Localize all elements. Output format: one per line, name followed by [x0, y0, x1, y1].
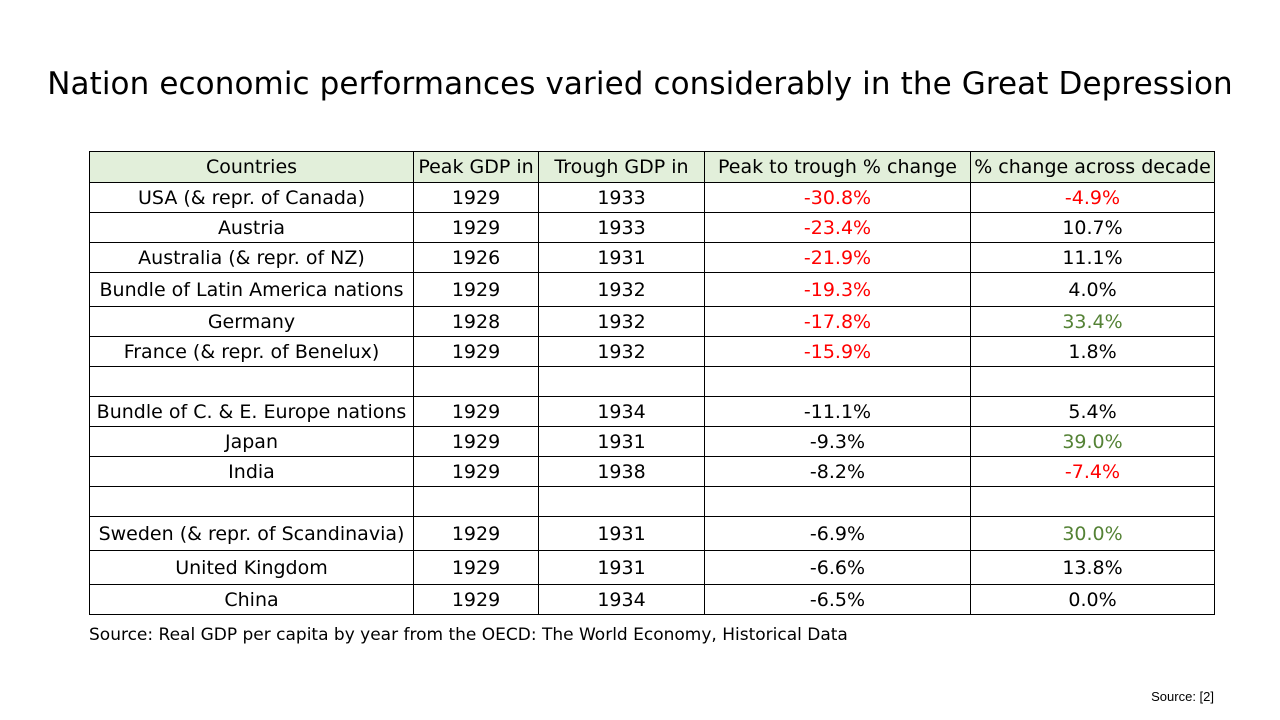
- decade-change-cell: 30.0%: [970, 516, 1215, 551]
- empty-cell: [704, 486, 971, 517]
- country-cell: Bundle of C. & E. Europe nations: [89, 396, 414, 427]
- peak-year-cell: 1929: [413, 516, 539, 551]
- table-row: Bundle of Latin America nations 1929 193…: [89, 272, 1215, 307]
- empty-cell: [89, 486, 414, 517]
- decade-change-cell: 39.0%: [970, 426, 1215, 457]
- table-row: France (& repr. of Benelux) 1929 1932 -1…: [89, 336, 1215, 367]
- peak-year-cell: 1928: [413, 306, 539, 337]
- empty-cell: [970, 366, 1215, 397]
- decade-change-cell: 4.0%: [970, 272, 1215, 307]
- peak-to-trough-cell: -17.8%: [704, 306, 971, 337]
- peak-to-trough-cell: -6.9%: [704, 516, 971, 551]
- country-cell: China: [89, 584, 414, 615]
- table-row: China 1929 1934 -6.5% 0.0%: [89, 584, 1215, 615]
- table-row: Australia (& repr. of NZ) 1926 1931 -21.…: [89, 242, 1215, 273]
- empty-cell: [704, 366, 971, 397]
- peak-year-cell: 1929: [413, 456, 539, 487]
- peak-year-cell: 1929: [413, 212, 539, 243]
- table-row: Japan 1929 1931 -9.3% 39.0%: [89, 426, 1215, 457]
- peak-year-cell: 1929: [413, 584, 539, 615]
- empty-cell: [89, 366, 414, 397]
- empty-cell: [970, 486, 1215, 517]
- peak-year-cell: 1926: [413, 242, 539, 273]
- header-countries: Countries: [89, 151, 414, 183]
- source-reference: Source: [2]: [1151, 689, 1214, 704]
- table-header-row: Countries Peak GDP in Trough GDP in Peak…: [89, 151, 1215, 183]
- country-cell: USA (& repr. of Canada): [89, 182, 414, 213]
- table-row: India 1929 1938 -8.2% -7.4%: [89, 456, 1215, 487]
- decade-change-cell: 5.4%: [970, 396, 1215, 427]
- peak-to-trough-cell: -15.9%: [704, 336, 971, 367]
- country-cell: India: [89, 456, 414, 487]
- table-row: Sweden (& repr. of Scandinavia) 1929 193…: [89, 516, 1215, 551]
- trough-year-cell: 1934: [538, 396, 705, 427]
- decade-change-cell: 13.8%: [970, 550, 1215, 585]
- country-cell: Germany: [89, 306, 414, 337]
- empty-cell: [538, 366, 705, 397]
- empty-cell: [413, 486, 539, 517]
- peak-to-trough-cell: -30.8%: [704, 182, 971, 213]
- table-row: USA (& repr. of Canada) 1929 1933 -30.8%…: [89, 182, 1215, 213]
- decade-change-cell: 33.4%: [970, 306, 1215, 337]
- gdp-table: Countries Peak GDP in Trough GDP in Peak…: [89, 151, 1215, 615]
- header-decade-change: % change across decade: [970, 151, 1215, 183]
- peak-year-cell: 1929: [413, 396, 539, 427]
- decade-change-cell: -7.4%: [970, 456, 1215, 487]
- trough-year-cell: 1933: [538, 182, 705, 213]
- trough-year-cell: 1932: [538, 306, 705, 337]
- peak-year-cell: 1929: [413, 426, 539, 457]
- country-cell: Austria: [89, 212, 414, 243]
- trough-year-cell: 1932: [538, 336, 705, 367]
- trough-year-cell: 1932: [538, 272, 705, 307]
- empty-cell: [413, 366, 539, 397]
- peak-to-trough-cell: -9.3%: [704, 426, 971, 457]
- table-row: United Kingdom 1929 1931 -6.6% 13.8%: [89, 550, 1215, 585]
- slide-title: Nation economic performances varied cons…: [47, 66, 1233, 102]
- country-cell: Bundle of Latin America nations: [89, 272, 414, 307]
- trough-year-cell: 1931: [538, 550, 705, 585]
- table-row: Austria 1929 1933 -23.4% 10.7%: [89, 212, 1215, 243]
- peak-year-cell: 1929: [413, 272, 539, 307]
- spacer-row: [89, 486, 1215, 517]
- peak-to-trough-cell: -6.6%: [704, 550, 971, 585]
- source-note: Source: Real GDP per capita by year from…: [89, 625, 848, 645]
- country-cell: France (& repr. of Benelux): [89, 336, 414, 367]
- trough-year-cell: 1931: [538, 426, 705, 457]
- peak-to-trough-cell: -8.2%: [704, 456, 971, 487]
- peak-to-trough-cell: -11.1%: [704, 396, 971, 427]
- decade-change-cell: 11.1%: [970, 242, 1215, 273]
- peak-to-trough-cell: -23.4%: [704, 212, 971, 243]
- header-peak-to-trough: Peak to trough % change: [704, 151, 971, 183]
- table-row: Germany 1928 1932 -17.8% 33.4%: [89, 306, 1215, 337]
- country-cell: Australia (& repr. of NZ): [89, 242, 414, 273]
- table-row: Bundle of C. & E. Europe nations 1929 19…: [89, 396, 1215, 427]
- spacer-row: [89, 366, 1215, 397]
- header-peak-gdp: Peak GDP in: [413, 151, 539, 183]
- decade-change-cell: -4.9%: [970, 182, 1215, 213]
- peak-to-trough-cell: -19.3%: [704, 272, 971, 307]
- trough-year-cell: 1934: [538, 584, 705, 615]
- peak-to-trough-cell: -6.5%: [704, 584, 971, 615]
- peak-year-cell: 1929: [413, 550, 539, 585]
- country-cell: Japan: [89, 426, 414, 457]
- peak-year-cell: 1929: [413, 336, 539, 367]
- trough-year-cell: 1933: [538, 212, 705, 243]
- country-cell: Sweden (& repr. of Scandinavia): [89, 516, 414, 551]
- country-cell: United Kingdom: [89, 550, 414, 585]
- peak-year-cell: 1929: [413, 182, 539, 213]
- header-trough-gdp: Trough GDP in: [538, 151, 705, 183]
- trough-year-cell: 1931: [538, 516, 705, 551]
- trough-year-cell: 1931: [538, 242, 705, 273]
- trough-year-cell: 1938: [538, 456, 705, 487]
- peak-to-trough-cell: -21.9%: [704, 242, 971, 273]
- decade-change-cell: 1.8%: [970, 336, 1215, 367]
- decade-change-cell: 10.7%: [970, 212, 1215, 243]
- decade-change-cell: 0.0%: [970, 584, 1215, 615]
- empty-cell: [538, 486, 705, 517]
